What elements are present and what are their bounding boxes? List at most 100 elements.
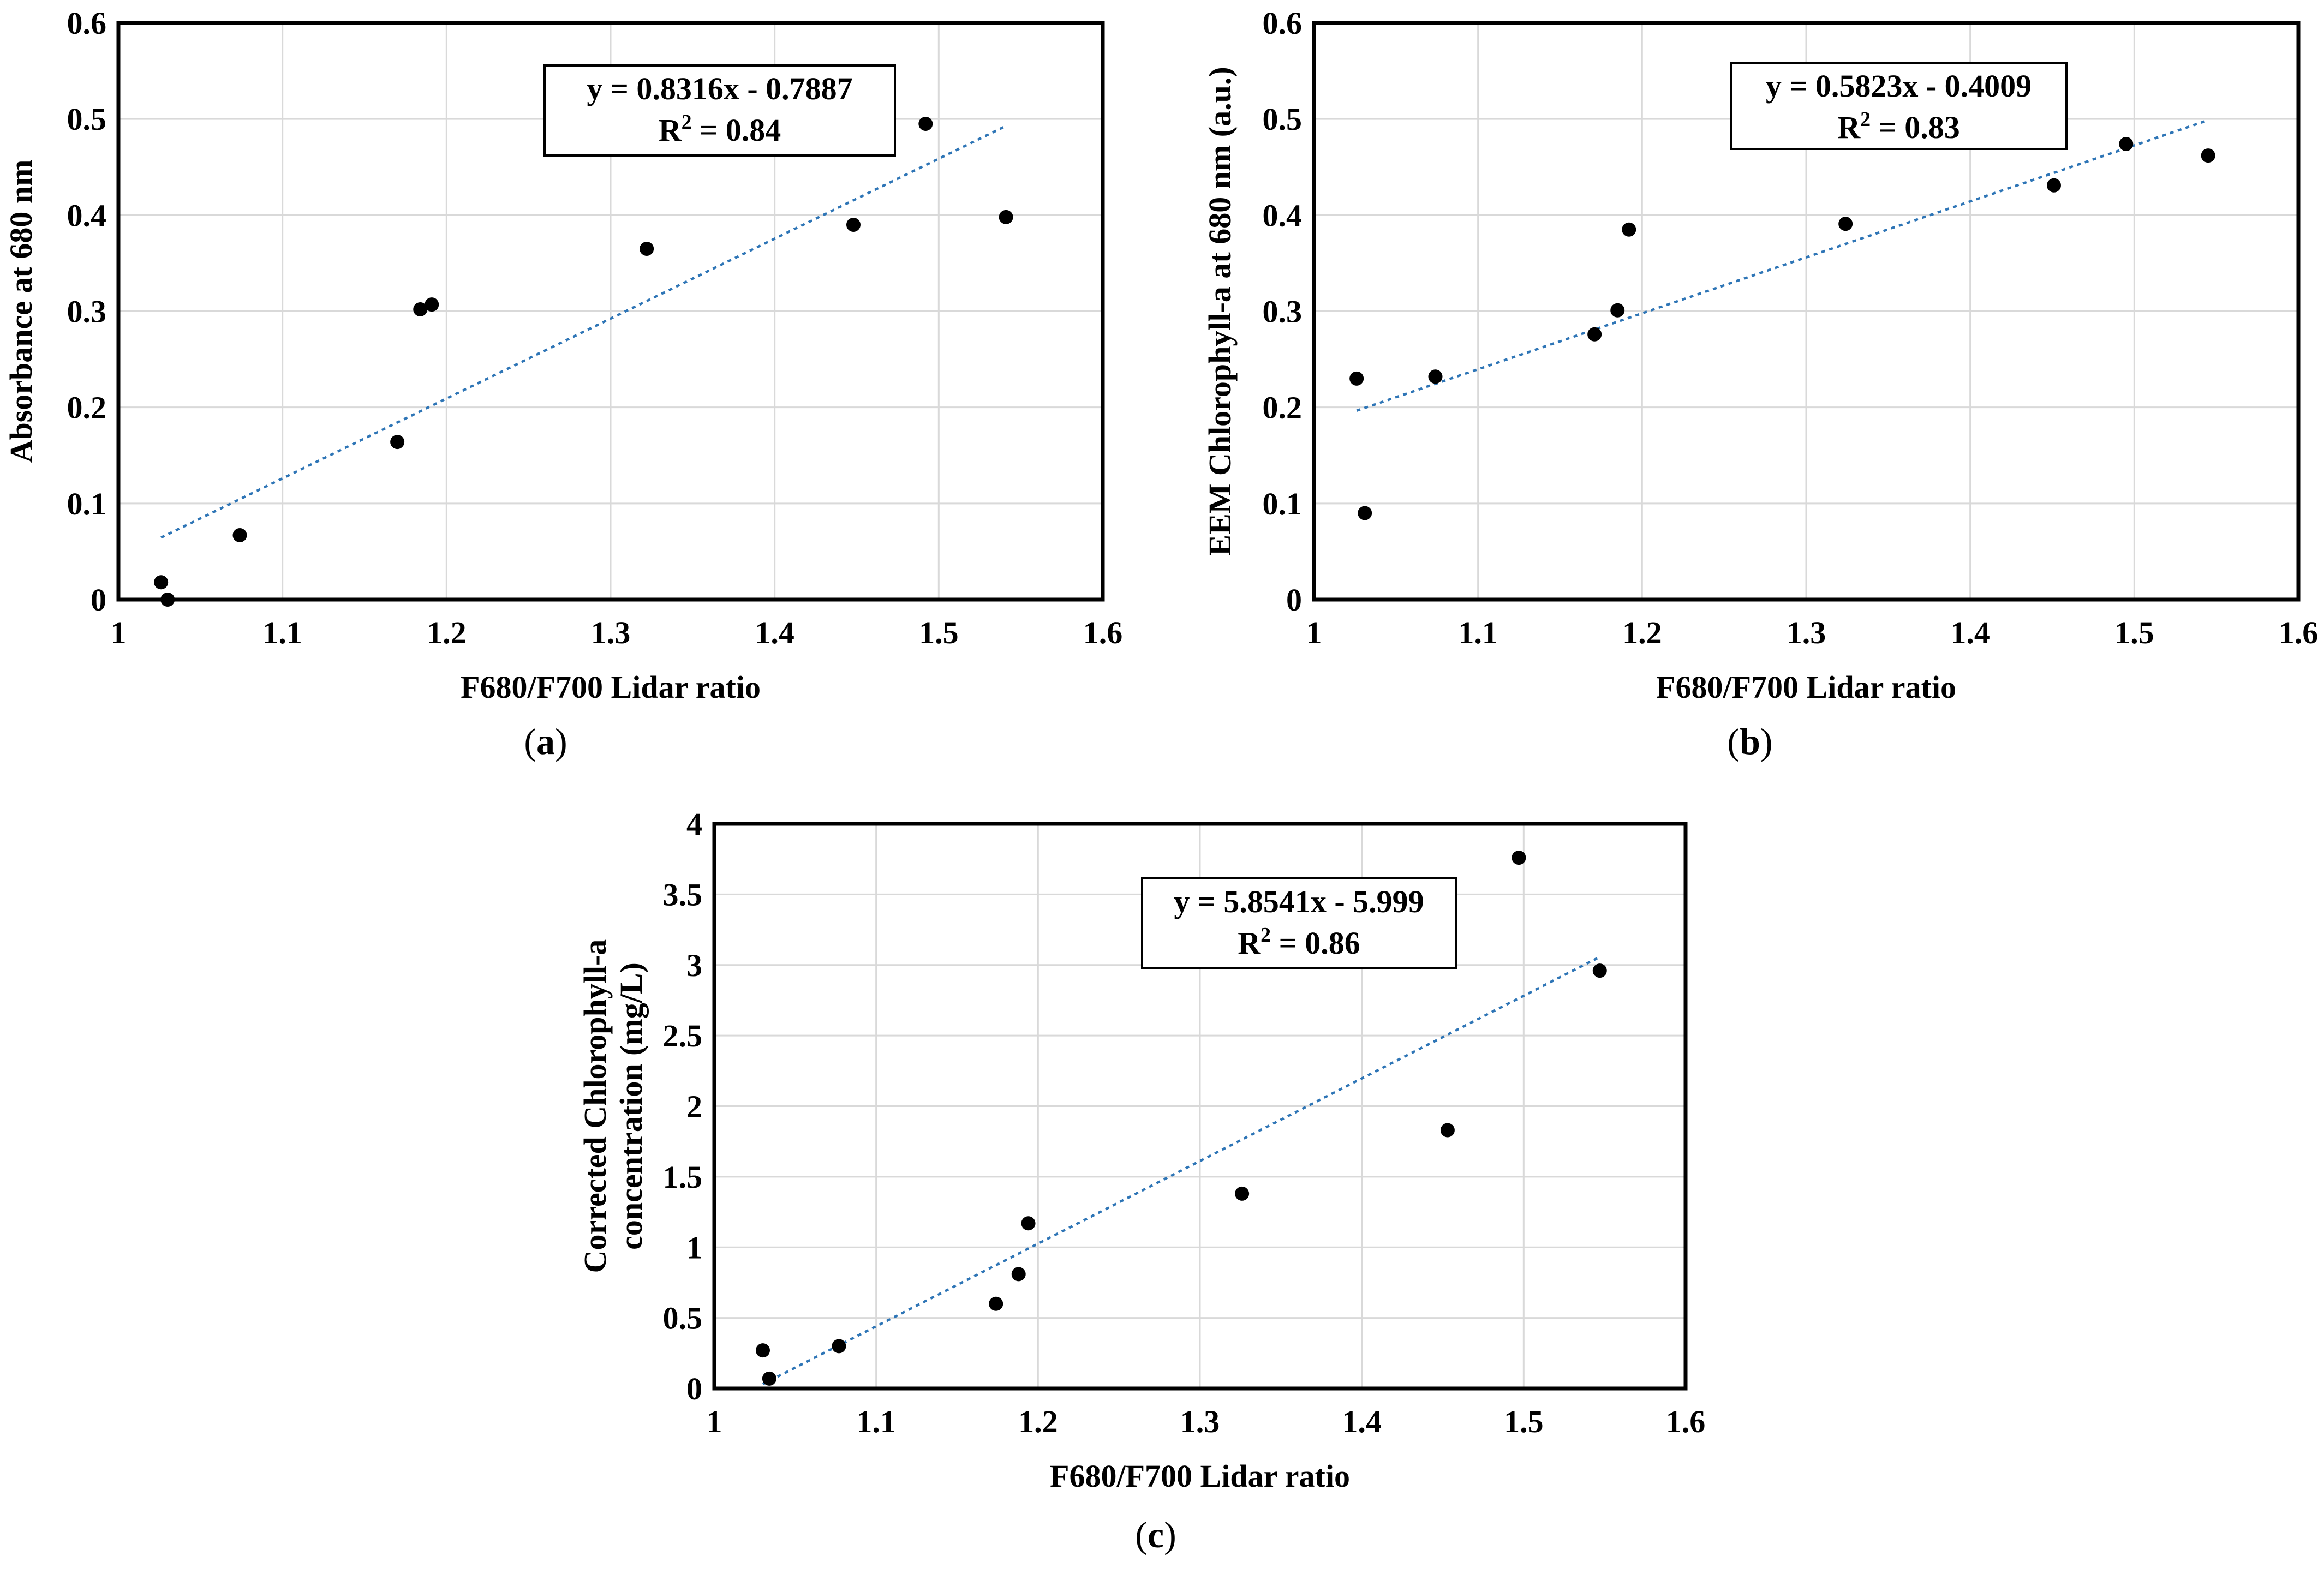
data-point [989, 1296, 1003, 1311]
y-tick-label: 3 [686, 948, 702, 983]
x-tick-label: 1 [1306, 615, 1322, 650]
x-tick-label: 1.6 [1083, 615, 1123, 650]
data-point [1440, 1123, 1455, 1138]
y-tick-label: 0 [1286, 582, 1302, 618]
x-tick-label: 1.2 [427, 615, 467, 650]
data-point [1622, 222, 1636, 237]
data-point [154, 575, 169, 590]
x-tick-label: 1.6 [2279, 615, 2319, 650]
x-tick-label: 1.5 [919, 615, 959, 650]
equation-box [543, 64, 896, 157]
data-point [846, 217, 861, 232]
regression-equation: y = 0.5823x - 0.4009 [1766, 68, 2032, 104]
y-tick-label: 0.5 [67, 101, 107, 137]
x-tick-label: 1.3 [1180, 1404, 1220, 1439]
plot-frame [1312, 21, 2301, 602]
data-point [1428, 369, 1443, 384]
y-tick-label: 0.4 [67, 198, 107, 233]
plot-frame [116, 21, 1105, 602]
x-tick-label: 1.4 [755, 615, 794, 650]
r-squared: R2 = 0.86 [1238, 924, 1360, 961]
y-tick-label: 0.5 [1263, 101, 1303, 137]
y-tick-label: 0.6 [1263, 5, 1303, 41]
x-tick-label: 1.3 [591, 615, 631, 650]
x-tick-label: 1.1 [1458, 615, 1498, 650]
data-point [2047, 178, 2062, 193]
y-tick-label: 0.3 [1263, 294, 1303, 330]
x-tick-label: 1.5 [2114, 615, 2154, 650]
y-tick-label: 0 [91, 582, 106, 618]
data-point [413, 302, 428, 316]
data-point [390, 435, 405, 450]
plot-frame [712, 822, 1688, 1391]
y-tick-label: 4 [686, 806, 702, 842]
regression-equation: y = 5.8541x - 5.999 [1174, 884, 1424, 919]
y-tick-label: 0.2 [1263, 390, 1303, 426]
y-tick-label: 0.5 [663, 1301, 703, 1336]
data-point [756, 1343, 770, 1358]
y-axis-label: EEM Chlorophyll-a at 680 nm (a.u.) [1202, 67, 1238, 555]
x-tick-label: 1.4 [1950, 615, 1990, 650]
equation-box [1141, 877, 1457, 969]
data-point [1512, 851, 1526, 865]
y-tick-label: 3.5 [663, 877, 703, 912]
x-tick-label: 1.2 [1018, 1404, 1058, 1439]
data-point [1838, 217, 1853, 231]
data-point [232, 528, 247, 542]
r-squared: R2 = 0.83 [1837, 108, 1959, 145]
y-axis-label-line: Corrected Chlorophyll-a [577, 939, 613, 1273]
x-tick-label: 1.1 [856, 1404, 896, 1439]
data-point [640, 241, 654, 256]
y-tick-label: 0.4 [1263, 198, 1303, 233]
panel-caption: (b) [1727, 721, 1772, 762]
x-tick-label: 1.5 [1504, 1404, 1544, 1439]
data-point [832, 1339, 846, 1354]
data-point [1349, 371, 1364, 386]
data-point [1610, 303, 1625, 318]
y-tick-label: 0.1 [1263, 486, 1303, 522]
x-tick-label: 1.3 [1787, 615, 1826, 650]
y-axis-label-line: concentration (mg/L) [613, 962, 649, 1250]
data-point [1021, 1216, 1036, 1231]
equation-box [1730, 62, 2068, 150]
y-tick-label: 0.2 [67, 390, 107, 426]
regression-equation: y = 0.8316x - 0.7887 [587, 71, 852, 106]
x-axis-label: F680/F700 Lidar ratio [1656, 669, 1956, 705]
x-tick-label: 1.4 [1342, 1404, 1382, 1439]
x-axis-label: F680/F700 Lidar ratio [461, 669, 761, 705]
y-tick-label: 0.6 [67, 5, 107, 41]
trendline [1356, 119, 2209, 412]
trendline [160, 124, 1007, 539]
panel-caption: (c) [1135, 1514, 1176, 1555]
data-point [918, 116, 933, 131]
data-point [1592, 963, 1607, 978]
x-tick-label: 1 [707, 1404, 722, 1439]
y-tick-label: 2.5 [663, 1018, 703, 1054]
data-point [1011, 1267, 1026, 1282]
panel-caption: (a) [524, 721, 567, 762]
x-tick-label: 1.2 [1622, 615, 1662, 650]
data-point [1235, 1186, 1250, 1201]
chart-panel-c: 1 1.1 1.2 1.3 1.4 1.5 1.6 0 0.5 1 1.5 2 2.5 3 3.5 4 F680… [577, 806, 1705, 1555]
trendline [762, 955, 1600, 1386]
y-tick-label: 0.3 [67, 294, 107, 330]
data-point [1587, 327, 1602, 342]
y-tick-label: 1.5 [663, 1159, 703, 1195]
r-squared: R2 = 0.84 [659, 111, 781, 148]
x-tick-label: 1.1 [262, 615, 302, 650]
data-point [1358, 506, 1372, 520]
y-tick-label: 0 [686, 1371, 702, 1407]
data-point [2119, 136, 2134, 151]
y-tick-label: 0.1 [67, 486, 107, 522]
data-point [762, 1371, 776, 1386]
data-point [160, 593, 175, 607]
chart-panel-b: 1 1.1 1.2 1.3 1.4 1.5 1.6 0 0.1 0.2 0.3 0.4 0.5 0.6 F6… [1202, 5, 2318, 762]
x-tick-label: 1.6 [1666, 1404, 1706, 1439]
y-axis-label: Absorbance at 680 nm [3, 160, 39, 463]
data-point [425, 297, 439, 312]
y-tick-label: 1 [686, 1230, 702, 1265]
data-point [2201, 148, 2215, 163]
data-point [999, 210, 1013, 224]
